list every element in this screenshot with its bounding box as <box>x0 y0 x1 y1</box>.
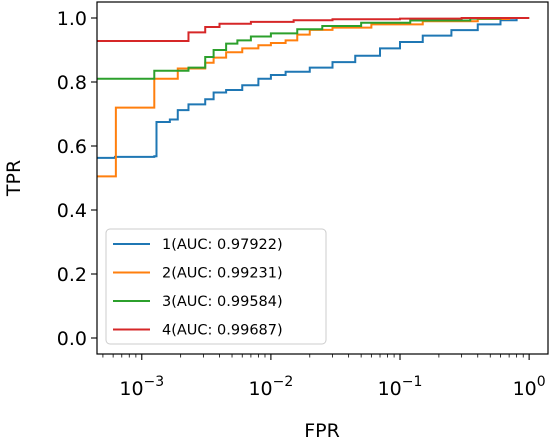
y-tick-label: 0.4 <box>57 200 87 222</box>
y-axis-label: TPR <box>3 160 25 197</box>
series-layer <box>97 17 530 178</box>
legend-label-4: 4(AUC: 0.99687) <box>162 323 283 339</box>
y-axis: 0.0 0.2 0.4 0.6 0.8 1.0 <box>57 8 97 350</box>
x-tick-label: 10−2 <box>248 374 293 400</box>
series-line-3 <box>97 17 530 80</box>
x-tick-label: 10−3 <box>119 374 164 400</box>
series-line-4 <box>97 17 530 43</box>
legend: 1(AUC: 0.97922) 2(AUC: 0.99231) 3(AUC: 0.9… <box>105 228 327 345</box>
y-tick-label: 0.6 <box>57 136 87 158</box>
x-tick-label: 10−1 <box>378 374 423 400</box>
y-tick-label: 0.2 <box>57 264 87 286</box>
x-axis: 10−3 10−2 10−1 100 <box>102 354 546 400</box>
x-tick-label: 100 <box>513 374 546 400</box>
legend-label-1: 1(AUC: 0.97922) <box>162 237 283 253</box>
legend-frame <box>105 228 327 345</box>
y-tick-label: 0.8 <box>57 72 87 94</box>
y-tick-label: 0.0 <box>57 328 87 350</box>
x-axis-label: FPR <box>304 420 340 440</box>
y-tick-label: 1.0 <box>57 8 87 30</box>
series-line-1 <box>97 17 530 159</box>
legend-label-2: 2(AUC: 0.99231) <box>162 266 283 282</box>
legend-label-3: 3(AUC: 0.99584) <box>162 294 283 310</box>
plot-frame <box>96 1 549 355</box>
